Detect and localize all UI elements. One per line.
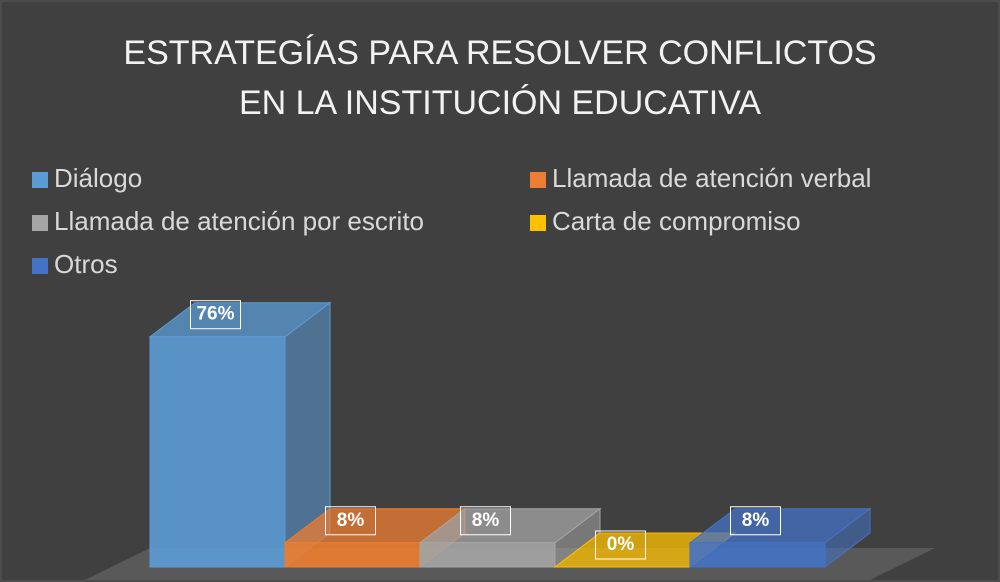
legend-swatch [32,172,48,188]
bar [688,507,872,569]
bar [148,301,332,569]
data-label: 0% [607,534,635,555]
chart-title: ESTRATEGÍAS PARA RESOLVER CONFLICTOS [123,34,876,72]
legend-label: Llamada de atención por escrito [54,206,424,236]
chart-title: EN LA INSTITUCIÓN EDUCATIVA [239,84,761,122]
legend-label: Otros [54,249,118,279]
legend-swatch [32,215,48,231]
legend-label: Diálogo [54,163,142,193]
bar-front [149,336,286,568]
bar-front [689,542,826,568]
legend-swatch [530,172,546,188]
legend-swatch [32,258,48,274]
data-label: 8% [337,510,365,531]
bar-front [419,542,556,568]
legend-label: Llamada de atención verbal [552,163,871,193]
legend-label: Carta de compromiso [552,206,801,236]
data-label: 8% [742,510,770,531]
data-label-box [595,530,646,560]
data-label-box [190,300,241,330]
data-label: 76% [196,304,234,325]
data-label-box [460,506,511,536]
data-label-box [730,506,781,536]
legend-swatch [530,215,546,231]
data-label: 8% [472,510,500,531]
bar-front [284,542,421,568]
data-label-box [325,506,376,536]
